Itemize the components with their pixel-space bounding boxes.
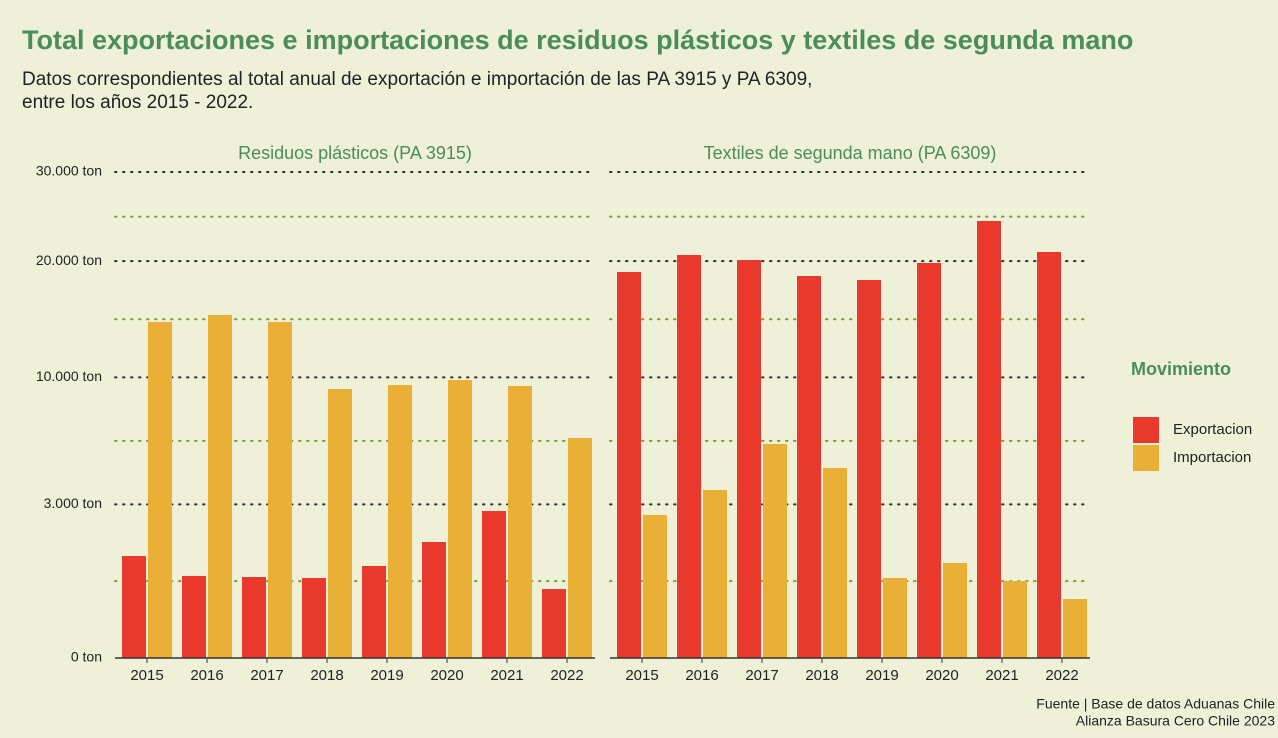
x-tick-label: 2015: [130, 667, 163, 684]
x-tick-label: 2022: [1045, 667, 1078, 684]
x-tick-label: 2019: [370, 667, 403, 684]
y-tick-label: 30.000 ton: [36, 163, 102, 179]
subtitle: Datos correspondientes al total anual de…: [22, 69, 812, 90]
source: Fuente | Base de datos Aduanas Chile: [1036, 696, 1275, 712]
bar: [617, 272, 641, 658]
bar: [388, 385, 412, 658]
x-tick-label: 2020: [925, 667, 958, 684]
x-tick-label: 2015: [625, 667, 658, 684]
x-tick-label: 2017: [250, 667, 283, 684]
bar: [643, 515, 667, 658]
x-tick-label: 2020: [430, 667, 463, 684]
bar: [148, 322, 172, 658]
bar: [857, 280, 881, 658]
bar: [448, 380, 472, 658]
bar: [568, 438, 592, 658]
bar: [328, 389, 352, 658]
x-tick-label: 2018: [310, 667, 343, 684]
bar: [182, 576, 206, 658]
bar: [703, 489, 727, 658]
bar: [917, 263, 941, 658]
x-tick-label: 2016: [190, 667, 223, 684]
legend-swatch: [1133, 445, 1159, 471]
bar: [1003, 581, 1027, 658]
bar: [362, 566, 386, 658]
x-tick-label: 2018: [805, 667, 838, 684]
bar: [763, 443, 787, 658]
y-tick-label: 0 ton: [71, 649, 102, 665]
x-tick-label: 2016: [685, 667, 718, 684]
bar: [943, 563, 967, 658]
bar: [302, 577, 326, 658]
bar: [422, 542, 446, 658]
y-tick-label: 20.000 ton: [36, 252, 102, 268]
bar: [1063, 599, 1087, 658]
bar: [208, 315, 232, 658]
bar: [242, 577, 266, 658]
legend-swatch: [1133, 417, 1159, 443]
legend-title: Movimiento: [1131, 359, 1231, 379]
y-tick-label: 10.000 ton: [36, 368, 102, 384]
panel-title: Textiles de segunda mano (PA 6309): [704, 143, 997, 163]
bar: [977, 220, 1001, 658]
x-tick-label: 2021: [490, 667, 523, 684]
bar: [677, 255, 701, 658]
bar: [737, 260, 761, 658]
bar: [508, 385, 532, 658]
legend-label: Exportacion: [1173, 421, 1252, 438]
x-tick-label: 2017: [745, 667, 778, 684]
bar: [542, 588, 566, 658]
legend-label: Importacion: [1173, 449, 1251, 466]
bar: [883, 577, 907, 658]
x-tick-label: 2021: [985, 667, 1018, 684]
bar: [1037, 252, 1061, 658]
bar: [268, 322, 292, 658]
source: Alianza Basura Cero Chile 2023: [1076, 713, 1275, 729]
y-tick-label: 3.000 ton: [44, 495, 102, 511]
bar: [122, 556, 146, 658]
bar: [823, 468, 847, 658]
x-tick-label: 2022: [550, 667, 583, 684]
x-tick-label: 2019: [865, 667, 898, 684]
bar: [482, 511, 506, 658]
bar: [797, 276, 821, 658]
panel-title: Residuos plásticos (PA 3915): [238, 143, 472, 163]
subtitle: entre los años 2015 - 2022.: [22, 92, 253, 113]
chart-title: Total exportaciones e importaciones de r…: [22, 25, 1133, 55]
